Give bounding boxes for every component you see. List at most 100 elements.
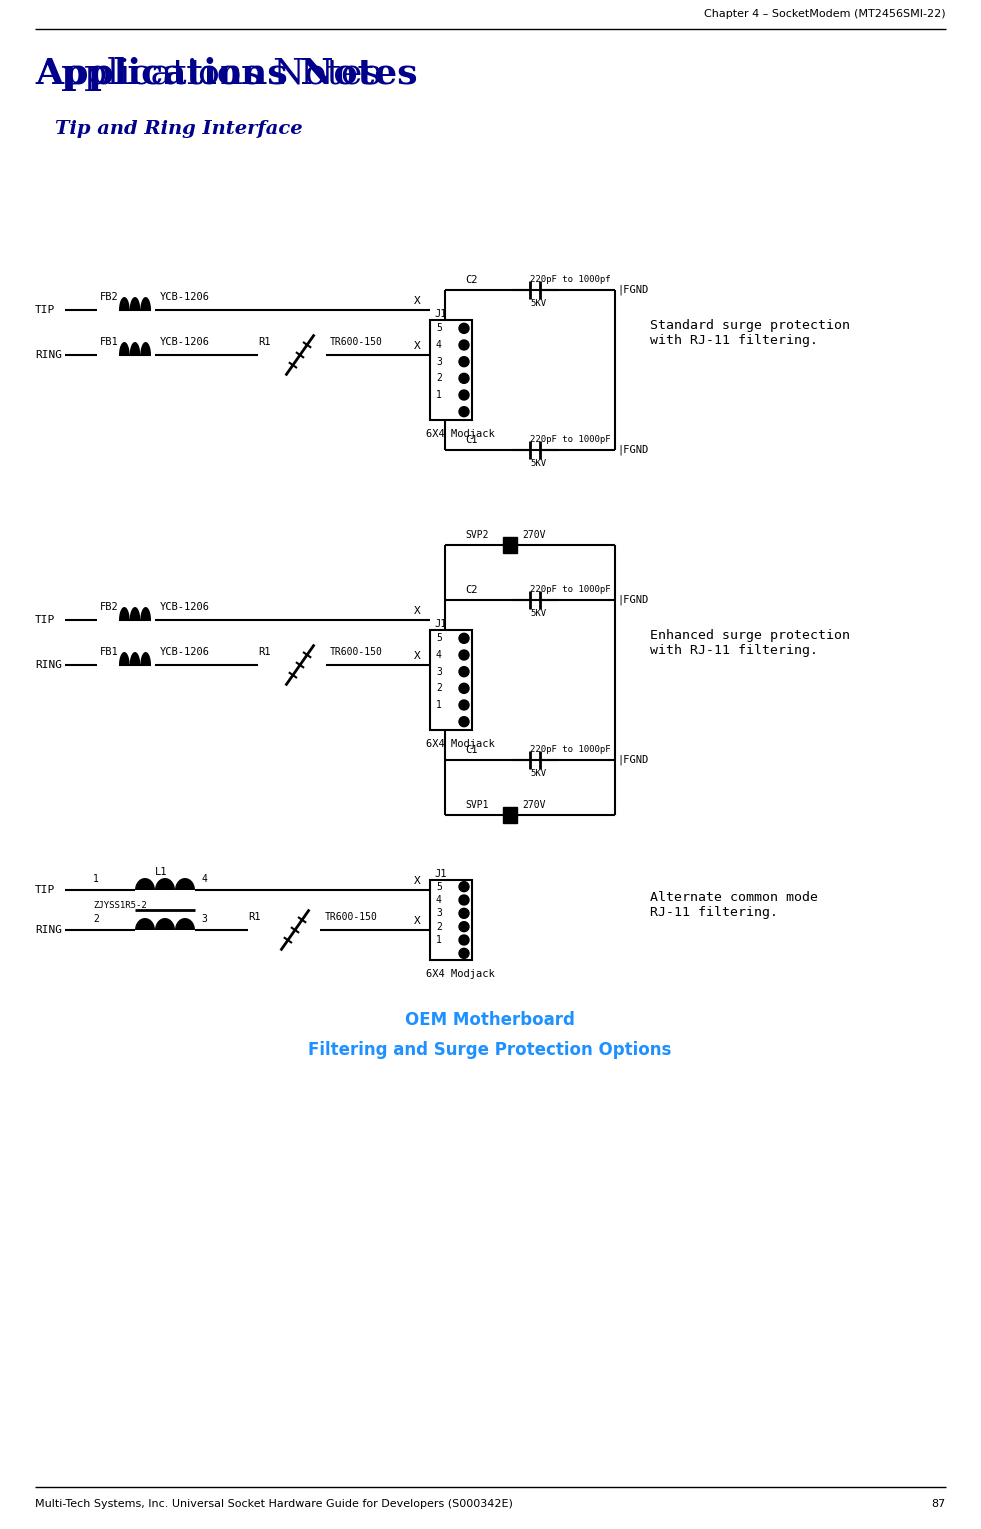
Text: FB2: FB2 bbox=[100, 292, 119, 303]
Text: 270V: 270V bbox=[522, 531, 545, 540]
Text: 5: 5 bbox=[436, 633, 441, 644]
Text: R1: R1 bbox=[248, 911, 261, 922]
Text: 3: 3 bbox=[436, 667, 441, 677]
Circle shape bbox=[459, 667, 469, 677]
Polygon shape bbox=[140, 651, 151, 665]
Polygon shape bbox=[155, 878, 175, 890]
Text: 1: 1 bbox=[93, 875, 99, 884]
Text: 220pF to 1000pf: 220pF to 1000pf bbox=[530, 275, 610, 284]
Text: 1: 1 bbox=[436, 700, 441, 709]
Text: 220pF to 1000pF: 220pF to 1000pF bbox=[530, 746, 610, 754]
Text: FB1: FB1 bbox=[100, 336, 119, 347]
Text: FB2: FB2 bbox=[100, 602, 119, 612]
Text: Standard surge protection
with RJ-11 filtering.: Standard surge protection with RJ-11 fil… bbox=[650, 320, 850, 347]
Circle shape bbox=[459, 339, 469, 350]
Text: Enhanced surge protection
with RJ-11 filtering.: Enhanced surge protection with RJ-11 fil… bbox=[650, 628, 850, 657]
Text: C2: C2 bbox=[465, 275, 478, 284]
Polygon shape bbox=[135, 917, 155, 930]
Circle shape bbox=[459, 373, 469, 384]
Text: Filtering and Surge Protection Options: Filtering and Surge Protection Options bbox=[308, 1041, 672, 1060]
Text: 2: 2 bbox=[436, 373, 441, 384]
Text: TIP: TIP bbox=[35, 304, 55, 315]
Text: RING: RING bbox=[35, 925, 62, 936]
Text: YCB-1206: YCB-1206 bbox=[160, 602, 210, 612]
Circle shape bbox=[459, 717, 469, 726]
Bar bbox=[503, 537, 517, 553]
Text: Applications Notes: Applications Notes bbox=[35, 57, 381, 92]
Text: TR600-150: TR600-150 bbox=[330, 647, 383, 657]
Text: X: X bbox=[414, 605, 421, 616]
Circle shape bbox=[459, 323, 469, 333]
Text: X: X bbox=[414, 341, 421, 352]
Circle shape bbox=[459, 948, 469, 959]
Text: L1: L1 bbox=[155, 867, 168, 878]
Text: 4: 4 bbox=[436, 339, 441, 350]
Text: X: X bbox=[414, 297, 421, 306]
Polygon shape bbox=[140, 607, 151, 619]
Circle shape bbox=[459, 908, 469, 919]
Text: |FGND: |FGND bbox=[617, 445, 648, 456]
Bar bbox=[430, 881, 472, 960]
Text: 5: 5 bbox=[436, 882, 441, 891]
Text: C2: C2 bbox=[465, 586, 478, 595]
Text: C1: C1 bbox=[465, 434, 478, 445]
Text: OEM Motherboard: OEM Motherboard bbox=[405, 1011, 575, 1029]
Text: 5KV: 5KV bbox=[530, 610, 546, 619]
Text: 5KV: 5KV bbox=[530, 300, 546, 309]
Text: 1: 1 bbox=[436, 390, 441, 401]
Text: J1: J1 bbox=[434, 309, 446, 320]
Text: Chapter 4 – SocketModem (MT2456SMI-22): Chapter 4 – SocketModem (MT2456SMI-22) bbox=[704, 9, 946, 18]
Polygon shape bbox=[155, 917, 175, 930]
Text: |FGND: |FGND bbox=[617, 284, 648, 295]
Text: J1: J1 bbox=[434, 868, 446, 879]
Text: YCB-1206: YCB-1206 bbox=[160, 647, 210, 657]
Text: |FGND: |FGND bbox=[617, 755, 648, 764]
Text: 1: 1 bbox=[436, 936, 441, 945]
Circle shape bbox=[459, 356, 469, 367]
Circle shape bbox=[459, 922, 469, 931]
Text: TR600-150: TR600-150 bbox=[325, 911, 378, 922]
Polygon shape bbox=[140, 297, 151, 310]
Polygon shape bbox=[119, 607, 129, 619]
Circle shape bbox=[459, 936, 469, 945]
Text: Multi-Tech Systems, Inc. Universal Socket Hardware Guide for Developers (S000342: Multi-Tech Systems, Inc. Universal Socke… bbox=[35, 1498, 513, 1509]
Text: 5KV: 5KV bbox=[530, 769, 546, 778]
Text: TR600-150: TR600-150 bbox=[330, 336, 383, 347]
Text: |FGND: |FGND bbox=[617, 595, 648, 605]
Text: RING: RING bbox=[35, 661, 62, 670]
Text: 87: 87 bbox=[932, 1498, 946, 1509]
Circle shape bbox=[459, 882, 469, 891]
Circle shape bbox=[459, 633, 469, 644]
Text: 5KV: 5KV bbox=[530, 460, 546, 468]
Text: C1: C1 bbox=[465, 745, 478, 755]
Text: FB1: FB1 bbox=[100, 647, 119, 657]
Polygon shape bbox=[119, 651, 129, 665]
Text: 5: 5 bbox=[436, 323, 441, 333]
Text: 2: 2 bbox=[436, 683, 441, 693]
Bar bbox=[430, 630, 472, 729]
Circle shape bbox=[459, 894, 469, 905]
Text: ZJYSS1R5-2: ZJYSS1R5-2 bbox=[93, 901, 147, 910]
Text: 270V: 270V bbox=[522, 800, 545, 810]
Text: 4: 4 bbox=[201, 875, 207, 884]
Text: 6X4 Modjack: 6X4 Modjack bbox=[426, 739, 494, 749]
Polygon shape bbox=[119, 342, 129, 355]
Text: YCB-1206: YCB-1206 bbox=[160, 292, 210, 303]
Polygon shape bbox=[129, 651, 140, 665]
Text: 6X4 Modjack: 6X4 Modjack bbox=[426, 430, 494, 439]
Text: 4: 4 bbox=[436, 894, 441, 905]
Text: R1: R1 bbox=[258, 336, 271, 347]
Circle shape bbox=[459, 650, 469, 661]
Text: Tip and Ring Interface: Tip and Ring Interface bbox=[55, 119, 302, 138]
Polygon shape bbox=[175, 917, 195, 930]
Text: X: X bbox=[414, 916, 421, 927]
Text: Applications Notes: Applications Notes bbox=[35, 57, 418, 92]
Text: 220pF to 1000pF: 220pF to 1000pF bbox=[530, 436, 610, 445]
Polygon shape bbox=[129, 297, 140, 310]
Bar bbox=[503, 807, 517, 823]
Circle shape bbox=[459, 390, 469, 401]
Text: 2: 2 bbox=[436, 922, 441, 931]
Text: Alternate common mode
RJ-11 filtering.: Alternate common mode RJ-11 filtering. bbox=[650, 891, 818, 919]
Text: 220pF to 1000pF: 220pF to 1000pF bbox=[530, 586, 610, 595]
Text: 3: 3 bbox=[436, 908, 441, 919]
